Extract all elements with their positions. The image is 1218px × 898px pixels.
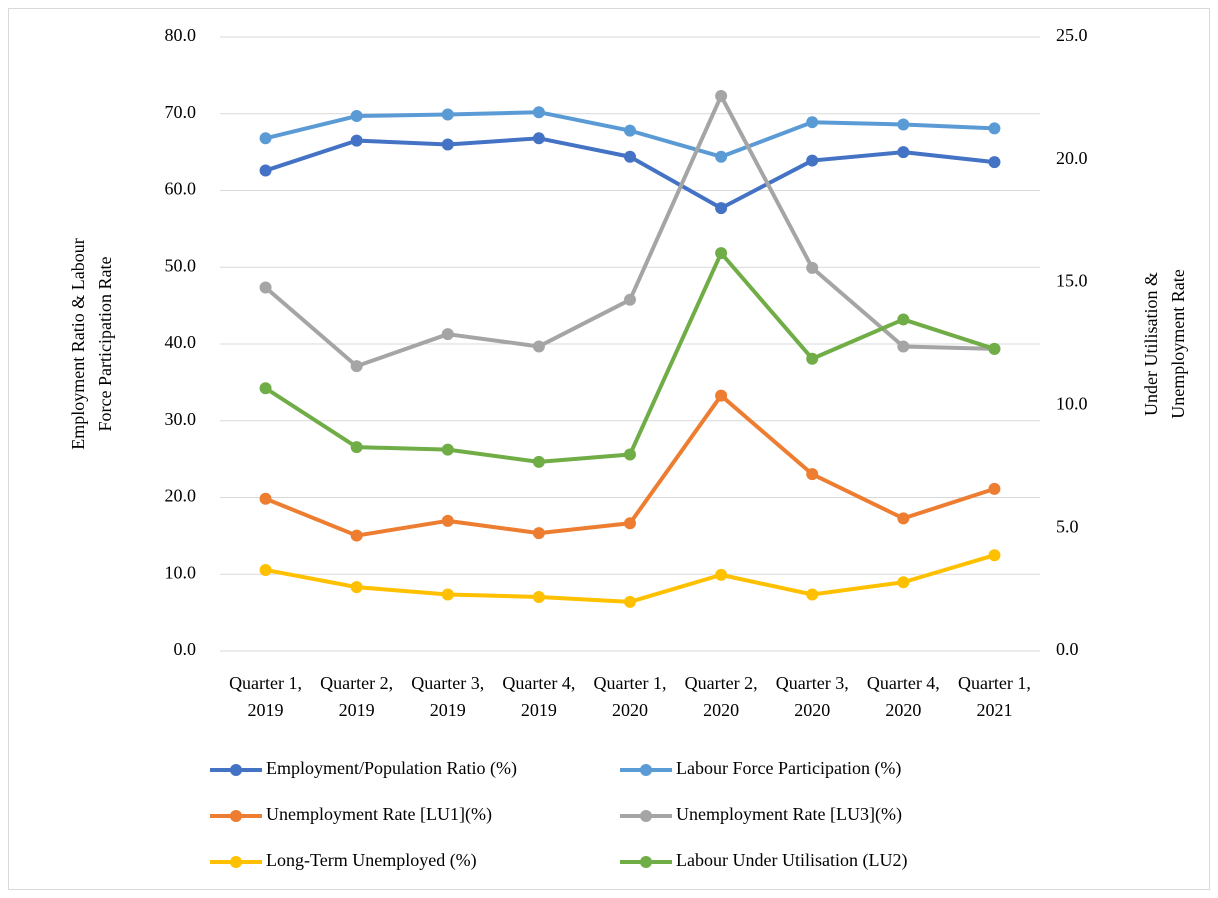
data-point <box>715 150 728 163</box>
data-point <box>532 340 545 353</box>
y2-axis-title: Under Utilisation & Unemployment Rate <box>1141 269 1188 419</box>
data-point <box>988 156 1001 169</box>
data-point <box>532 106 545 119</box>
data-point <box>624 150 636 163</box>
data-point <box>806 352 819 365</box>
data-point <box>715 202 728 215</box>
data-point <box>259 281 272 294</box>
data-point <box>532 527 545 540</box>
x-tick-label: Quarter 3, 2019 <box>411 673 485 720</box>
y2-tick-label: 20.0 <box>1056 148 1088 168</box>
data-point <box>806 116 819 129</box>
y-tick-label: 60.0 <box>165 179 197 199</box>
data-point <box>350 110 363 123</box>
x-tick-label: Quarter 1, 2021 <box>957 673 1031 720</box>
data-point <box>441 443 454 456</box>
data-point <box>897 146 910 159</box>
x-tick-label: Quarter 2, 2020 <box>684 673 758 720</box>
data-point <box>259 132 272 145</box>
data-point <box>715 247 728 260</box>
data-point <box>350 134 363 147</box>
y-tick-label: 50.0 <box>165 255 197 275</box>
legend-marker <box>230 764 242 776</box>
data-point <box>715 389 728 402</box>
legend-label: Labour Force Participation (%) <box>676 758 901 779</box>
data-point <box>350 529 363 542</box>
data-point <box>988 342 1001 355</box>
y-tick-label: 80.0 <box>165 25 197 45</box>
data-point <box>897 313 910 326</box>
y-tick-label: 0.0 <box>174 639 197 659</box>
legend-marker <box>230 856 242 868</box>
data-point <box>259 563 272 576</box>
x-tick-label: Quarter 4, 2020 <box>866 673 940 720</box>
data-point <box>897 118 910 131</box>
y2-tick-label: 10.0 <box>1056 394 1088 414</box>
y-tick-label: 70.0 <box>165 102 197 122</box>
data-point <box>259 492 272 505</box>
legend-label: Unemployment Rate [LU3](%) <box>676 804 902 825</box>
data-point <box>350 360 363 373</box>
y2-tick-label: 0.0 <box>1056 639 1079 659</box>
data-point <box>897 576 910 589</box>
legend-marker <box>640 810 652 822</box>
data-point <box>624 517 636 530</box>
y-tick-label: 10.0 <box>165 562 197 582</box>
data-point <box>532 132 545 145</box>
series-line <box>265 553 996 604</box>
x-tick-label: Quarter 1, 2020 <box>593 673 667 720</box>
legend-label: Unemployment Rate [LU1](%) <box>266 804 492 825</box>
data-point <box>350 441 363 454</box>
legend-label: Employment/Population Ratio (%) <box>266 758 517 779</box>
y2-tick-label: 15.0 <box>1056 271 1088 291</box>
data-point <box>532 590 545 603</box>
data-point <box>806 154 819 167</box>
data-point <box>988 482 1001 495</box>
legend-label: Labour Under Utilisation (LU2) <box>676 850 907 871</box>
data-point <box>441 588 454 601</box>
data-point <box>624 293 636 306</box>
legend-marker <box>230 810 242 822</box>
data-point <box>259 382 272 395</box>
legend-label: Long-Term Unemployed (%) <box>266 850 477 871</box>
y-axis-title: Employment Ratio & Labour Force Particip… <box>68 238 115 450</box>
x-tick-label: Quarter 1, 2019 <box>229 673 303 720</box>
x-tick-label: Quarter 4, 2019 <box>502 673 576 720</box>
data-point <box>441 514 454 527</box>
legend-marker <box>640 764 652 776</box>
data-point <box>897 512 910 525</box>
data-point <box>806 468 819 481</box>
data-point <box>715 89 728 102</box>
chart-border <box>8 8 1210 890</box>
data-point <box>532 455 545 468</box>
series-line <box>264 136 995 211</box>
series-line <box>264 251 996 464</box>
y-tick-label: 30.0 <box>165 409 197 429</box>
data-point <box>988 549 1001 562</box>
data-point <box>624 595 636 608</box>
data-point <box>624 448 636 461</box>
y-tick-label: 40.0 <box>165 332 197 352</box>
data-point <box>441 138 454 151</box>
data-point <box>897 340 910 353</box>
data-point <box>441 328 454 341</box>
data-point <box>350 581 363 594</box>
data-point <box>441 108 454 121</box>
data-point <box>806 261 819 274</box>
data-point <box>988 122 1001 135</box>
data-point <box>624 124 636 137</box>
y-tick-label: 20.0 <box>165 486 197 506</box>
x-tick-label: Quarter 2, 2019 <box>320 673 394 720</box>
y2-tick-label: 25.0 <box>1056 25 1088 45</box>
y2-tick-label: 5.0 <box>1056 516 1079 536</box>
legend-marker <box>640 856 652 868</box>
data-point <box>259 164 272 177</box>
series-line <box>264 393 996 538</box>
data-point <box>715 568 728 581</box>
x-tick-label: Quarter 3, 2020 <box>775 673 849 720</box>
data-point <box>806 588 819 601</box>
